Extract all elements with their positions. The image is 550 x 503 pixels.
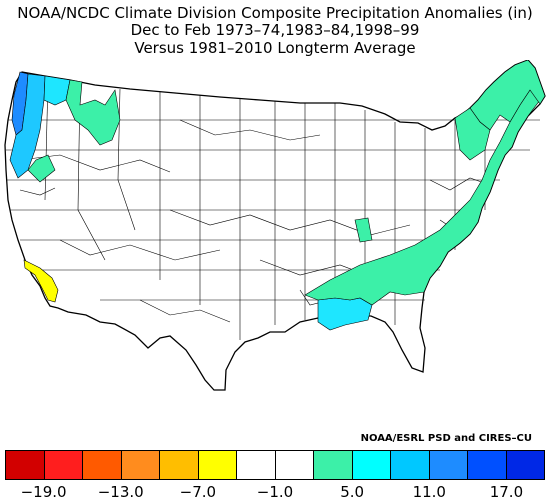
legend-swatch: [82, 450, 121, 480]
data-credit: NOAA/ESRL PSD and CIRES–CU: [360, 433, 532, 444]
legend-tick-label: 17.0: [489, 483, 524, 501]
legend-tick-label: 5.0: [340, 483, 365, 501]
legend-swatch: [505, 450, 545, 480]
legend-swatch: [313, 450, 352, 480]
oregon-coast-green: [27, 154, 56, 183]
lower-mississippi-cyan: [317, 297, 373, 331]
legend-swatch: [43, 450, 82, 480]
color-scale-legend: [5, 450, 545, 480]
chart-title: NOAA/NCDC Climate Division Composite Pre…: [17, 4, 533, 22]
legend-swatch: [159, 450, 198, 480]
new-england-green: [469, 60, 546, 131]
legend-tick-label: −7.0: [179, 483, 217, 501]
legend-swatch: [428, 450, 467, 480]
legend-tick-label: −1.0: [256, 483, 294, 501]
legend-swatch: [351, 450, 390, 480]
legend-swatch: [120, 450, 159, 480]
legend-swatch: [274, 450, 313, 480]
illinois-patch-green: [354, 217, 373, 243]
legend-swatch: [390, 450, 429, 480]
legend-tick-label: 11.0: [412, 483, 446, 501]
us-climate-division-map: [4, 60, 546, 391]
legend-swatch: [5, 450, 44, 480]
southern-california-yellow: [23, 259, 59, 303]
northeast-interior-green: [454, 107, 491, 161]
anomaly-shading: [9, 60, 546, 331]
washington-interior-cyan: [43, 75, 71, 106]
northern-rockies-green: [65, 79, 121, 146]
chart-subtitle-baseline: Versus 1981–2010 Longterm Average: [134, 39, 416, 57]
legend-swatch: [236, 450, 275, 480]
legend-tick-label: −13.0: [97, 483, 144, 501]
chart-subtitle-period: Dec to Feb 1973–74,1983–84,1998–99: [130, 21, 420, 39]
legend-tick-label: −19.0: [20, 483, 67, 501]
legend-swatch: [197, 450, 236, 480]
legend-swatch: [467, 450, 506, 480]
